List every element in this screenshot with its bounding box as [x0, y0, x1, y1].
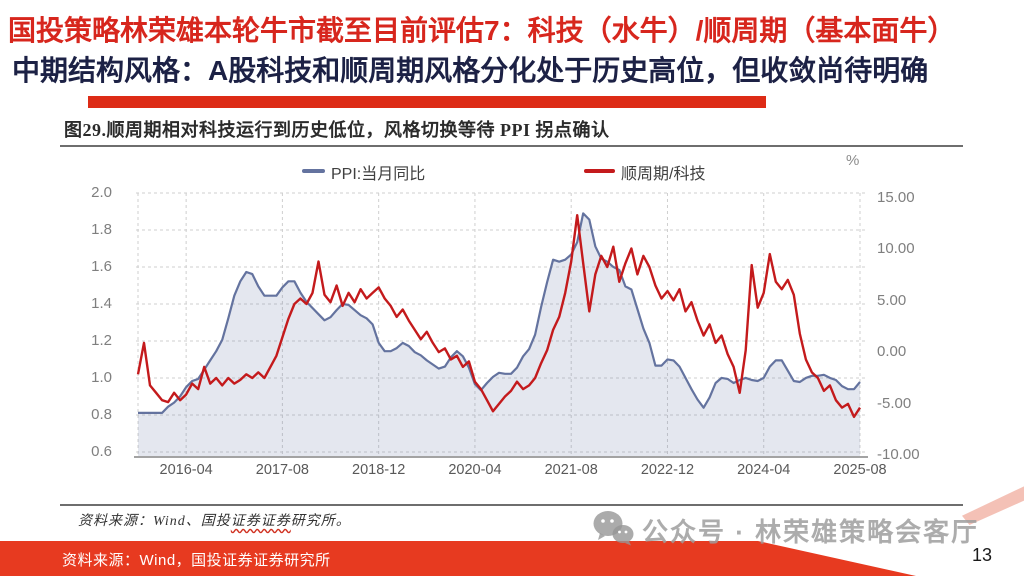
left-axis-tick: 0.8 — [91, 406, 112, 423]
figure-source-prefix: 资料来源：Wind、国投 — [78, 514, 231, 529]
legend-ppi-swatch — [302, 169, 325, 173]
right-axis-tick: -10.00 — [877, 446, 920, 463]
left-axis-tick: 1.8 — [91, 221, 112, 238]
legend-ratio-label: 顺周期/科技 — [621, 166, 706, 183]
x-axis-tick: 2025-08 — [833, 462, 887, 478]
figure-source-note: 资料来源：Wind、国投证券证券研究所。 — [78, 510, 351, 530]
left-axis-tick: 1.2 — [91, 332, 112, 349]
title-accent-bar — [88, 96, 766, 108]
source-rule — [60, 504, 963, 506]
right-axis-tick: 10.00 — [877, 240, 915, 258]
figure-title: 图29.顺周期相对科技运行到历史低位，风格切换等待 PPI 拐点确认 — [64, 120, 610, 140]
x-axis-tick: 2024-04 — [737, 462, 791, 478]
footer-band: 资料来源：Wind，国投证券证券研究所 — [0, 541, 916, 576]
legend-ppi-label: PPI:当月同比 — [331, 166, 426, 183]
left-axis-tick: 1.4 — [91, 295, 112, 312]
right-axis-tick: 0.00 — [877, 343, 907, 361]
footer-source-text: 资料来源：Wind，国投证券证券研究所 — [62, 552, 331, 569]
x-axis-tick: 2017-08 — [255, 462, 309, 478]
figure-source-wavy-part: 证券证券 — [230, 514, 291, 529]
slide-title-line2: 中期结构风格：A股科技和顺周期风格分化处于历史高位，但收敛尚待明确 — [12, 55, 929, 86]
x-axis-tick: 2021-08 — [544, 462, 598, 478]
right-axis-unit-label: % — [846, 152, 860, 169]
figure-title-rule — [60, 145, 963, 147]
x-axis-tick: 2022-12 — [640, 462, 695, 478]
legend-ratio-swatch — [584, 169, 615, 173]
x-axis-tick: 2018-12 — [352, 462, 406, 478]
left-axis-tick: 1.6 — [91, 258, 112, 275]
figure-source-suffix: 研究所。 — [290, 514, 351, 529]
x-axis-tick: 2016-04 — [159, 462, 213, 478]
right-axis-tick: -5.00 — [877, 394, 912, 412]
left-axis-tick: 1.0 — [91, 369, 112, 386]
right-axis-tick: 15.00 — [877, 189, 915, 206]
right-axis-tick: 5.00 — [877, 291, 907, 309]
slide-title-line1: 国投策略林荣雄本轮牛市截至目前评估7：科技（水牛）/顺周期（基本面牛） — [8, 15, 956, 46]
left-axis-tick: 0.6 — [91, 443, 112, 460]
left-axis-tick: 2.0 — [91, 184, 112, 201]
page-number: 13 — [972, 545, 993, 565]
x-axis-tick: 2020-04 — [448, 462, 502, 478]
